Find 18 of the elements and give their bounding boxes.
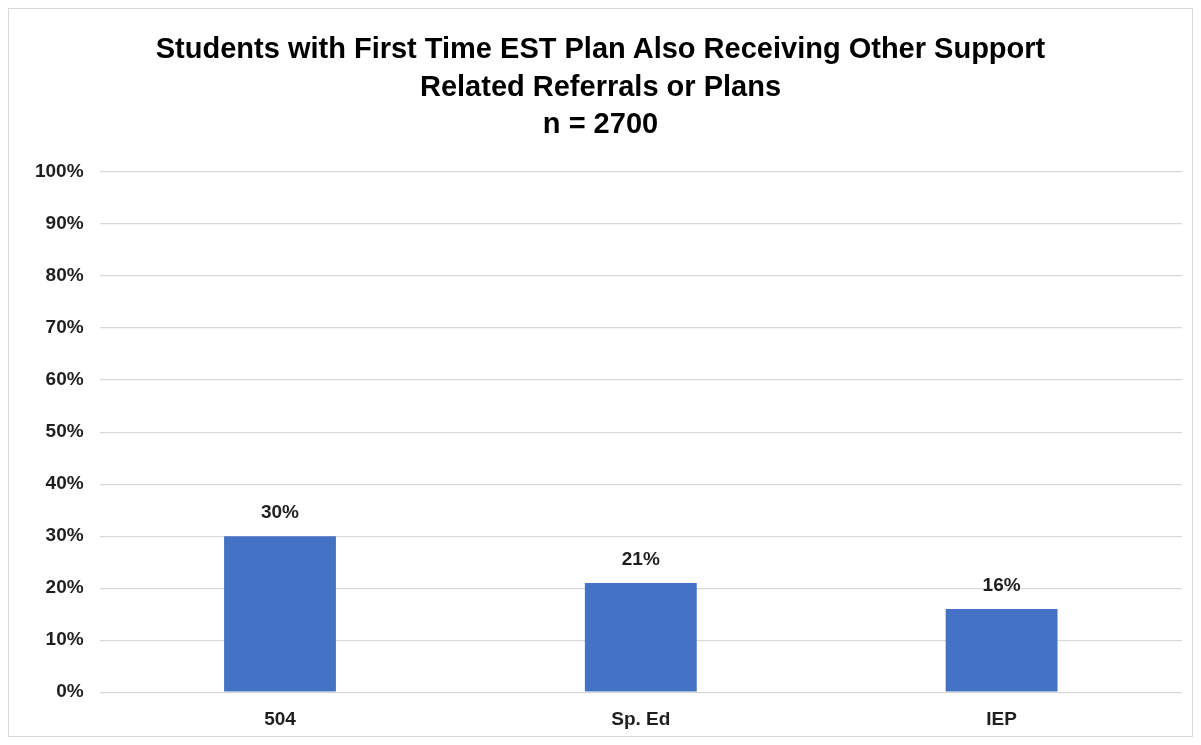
x-tick-label: Sp. Ed (611, 707, 671, 729)
y-tick-label: 100% (34, 160, 84, 182)
y-tick-label: 10% (45, 628, 84, 650)
y-tick-label: 30% (45, 524, 84, 546)
y-tick-label: 0% (56, 680, 84, 702)
y-tick-label: 20% (45, 576, 84, 598)
y-tick-label: 50% (45, 420, 84, 442)
x-tick-label: IEP (986, 707, 1018, 729)
chart-subtitle: n = 2700 (542, 107, 659, 140)
y-tick-label: 80% (45, 264, 84, 286)
data-label: 16% (982, 573, 1021, 595)
x-tick-label: 504 (264, 707, 297, 729)
data-label: 21% (621, 547, 660, 569)
y-tick-label: 70% (45, 316, 84, 338)
y-tick-label: 40% (45, 472, 84, 494)
y-tick-label: 60% (45, 368, 84, 390)
data-label: 30% (260, 500, 300, 522)
y-tick-label: 90% (45, 212, 84, 234)
